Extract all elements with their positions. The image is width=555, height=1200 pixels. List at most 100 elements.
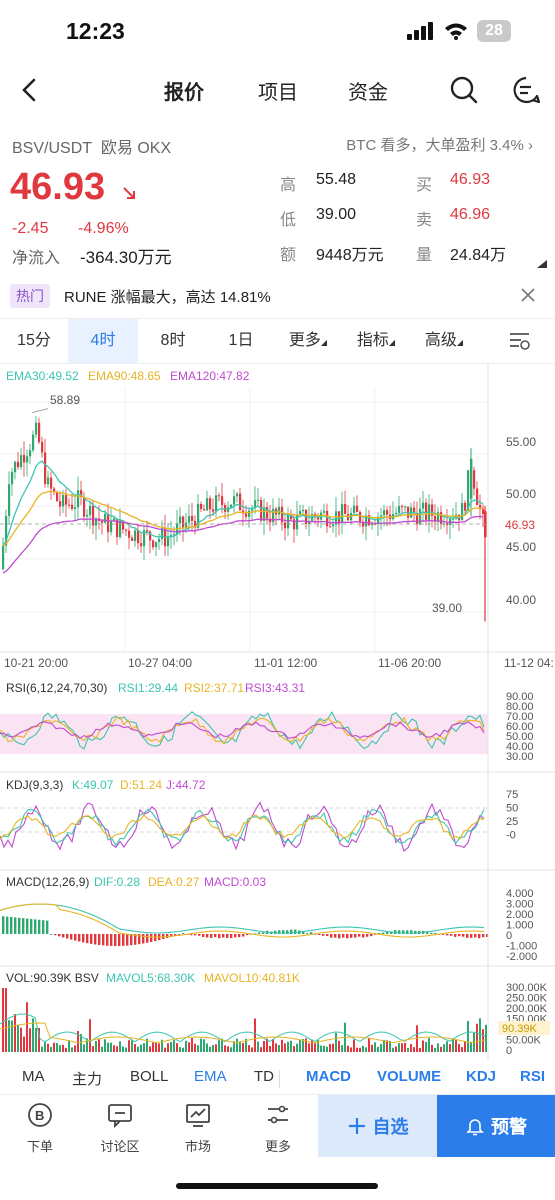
vol-ma5-line xyxy=(0,1013,486,1043)
rsi2-legend: RSI2:37.71 xyxy=(184,681,244,695)
candle-body xyxy=(470,458,473,499)
close-icon[interactable] xyxy=(519,286,537,304)
volume-bar xyxy=(305,1038,307,1052)
macd-bar xyxy=(210,934,213,939)
ind-rsi[interactable]: RSI xyxy=(520,1068,546,1085)
search-icon[interactable] xyxy=(448,74,480,106)
macd-bar xyxy=(238,934,241,938)
tf-advanced[interactable]: 高级◢ xyxy=(424,332,464,349)
price-change: -2.45 xyxy=(12,220,49,237)
macd-bar xyxy=(402,930,405,934)
rsi-tick: 80.00 xyxy=(506,701,534,713)
rsi-tick: 40.00 xyxy=(506,741,534,753)
hot-banner[interactable]: 热门 RUNE 涨幅最大，高达 14.81% xyxy=(10,282,545,310)
kline-chart-area[interactable]: EMA30:49.52 EMA90:48.65 EMA120:47.82 58.… xyxy=(0,364,555,1060)
volume-bar xyxy=(176,1043,178,1052)
macd-bar xyxy=(278,930,281,934)
discussion-button[interactable]: 讨论区 xyxy=(90,1101,150,1155)
candle-body xyxy=(182,516,185,528)
macd-dea-line xyxy=(0,903,485,938)
alert-button[interactable]: 预警 xyxy=(437,1095,555,1157)
tf-4h[interactable]: 4时 xyxy=(68,319,138,363)
ind-td[interactable]: TD xyxy=(254,1068,274,1085)
volume-bar xyxy=(140,1044,142,1052)
pair-label[interactable]: BSV/USDT 欧易 OKX xyxy=(12,134,171,158)
volume-bar xyxy=(218,1040,220,1052)
candle-body xyxy=(308,520,311,524)
sub-panel-ticks: 90.0080.0070.0060.0050.0040.0030.0075502… xyxy=(498,691,550,1057)
candle-body xyxy=(68,504,71,506)
hot-text: RUNE 涨幅最大，高达 14.81% xyxy=(64,289,271,306)
tf-15m[interactable]: 15分 xyxy=(17,332,51,349)
expand-icon[interactable] xyxy=(537,260,547,268)
status-time: 12:23 xyxy=(66,18,125,44)
candle-body xyxy=(26,456,29,463)
add-favorite-button[interactable]: 自选 xyxy=(318,1095,437,1157)
message-icon[interactable] xyxy=(510,74,542,106)
macd-bar xyxy=(290,929,293,934)
tab-project[interactable]: 项目 xyxy=(258,82,298,104)
tf-8h[interactable]: 8时 xyxy=(160,332,186,349)
order-button[interactable]: B 下单 xyxy=(10,1101,70,1155)
volume-bar xyxy=(464,1040,466,1052)
market-button[interactable]: 市场 xyxy=(168,1101,228,1155)
ind-macd[interactable]: MACD xyxy=(306,1068,351,1085)
volume-bar xyxy=(134,1044,136,1052)
sell-value: 46.96 xyxy=(450,206,491,223)
settings-icon[interactable] xyxy=(509,331,531,351)
tf-more[interactable]: 更多◢ xyxy=(288,332,328,349)
volume-bar xyxy=(23,1036,25,1052)
ind-main-force[interactable]: 主力 xyxy=(72,1071,103,1088)
ind-volume[interactable]: VOLUME xyxy=(377,1068,442,1085)
macd-bar xyxy=(74,934,77,941)
candle-body xyxy=(104,513,107,523)
volume-bar xyxy=(392,1047,394,1052)
tf-1d[interactable]: 1日 xyxy=(228,332,254,349)
indicator-line xyxy=(0,814,485,840)
ind-boll[interactable]: BOLL xyxy=(130,1068,169,1085)
volume-bar xyxy=(299,1039,301,1052)
macd-bar xyxy=(398,930,401,934)
macd-bar xyxy=(102,934,105,946)
candle-body xyxy=(44,452,47,485)
rsi3-legend: RSI3:43.31 xyxy=(245,681,305,695)
ind-kdj[interactable]: KDJ xyxy=(466,1068,497,1085)
volume-bar xyxy=(476,1023,478,1052)
macd-bar xyxy=(38,919,41,934)
chevron-left-icon[interactable] xyxy=(16,74,44,106)
top-nav: 报价 项目 资金 xyxy=(0,66,555,114)
volume-bar xyxy=(467,1020,469,1052)
more-button[interactable]: 更多 xyxy=(248,1101,308,1155)
promo-link[interactable]: BTC 看多，大单盈利 3.4% › xyxy=(346,137,533,154)
volume-bar xyxy=(434,1047,436,1052)
tf-indicator[interactable]: 指标◢ xyxy=(356,332,396,349)
rsi1-legend: RSI1:29.44 xyxy=(118,681,178,695)
macd-bar xyxy=(326,934,329,937)
volume-bar xyxy=(35,1027,37,1052)
tab-funds[interactable]: 资金 xyxy=(348,82,388,104)
tab-quote[interactable]: 报价 xyxy=(164,82,204,104)
volume-bar xyxy=(203,1039,205,1052)
candle-body xyxy=(401,506,404,508)
macd-bar xyxy=(62,934,65,938)
candle-body xyxy=(254,500,257,509)
volume-bar xyxy=(47,1043,49,1052)
volume-bar xyxy=(278,1045,280,1052)
candle-body xyxy=(236,493,239,497)
kdj-d-legend: D:51.24 xyxy=(120,778,162,792)
volume-bar xyxy=(101,1046,103,1052)
volume-bar xyxy=(209,1046,211,1052)
volume-bar xyxy=(161,1039,163,1052)
volume-bar xyxy=(236,1038,238,1052)
macd-legend-title: MACD(12,26,9) xyxy=(6,875,89,889)
ind-ema[interactable]: EMA xyxy=(194,1068,227,1085)
macd-bar xyxy=(78,934,81,942)
volume-bar xyxy=(485,1024,487,1052)
volume-bar xyxy=(170,1042,172,1052)
candle-body xyxy=(206,498,209,511)
ind-ma[interactable]: MA xyxy=(22,1068,45,1085)
macd-bar xyxy=(234,934,237,938)
volume-bar xyxy=(74,1045,76,1052)
macd-tick: 0 xyxy=(506,930,512,942)
volume-bar xyxy=(374,1042,376,1052)
